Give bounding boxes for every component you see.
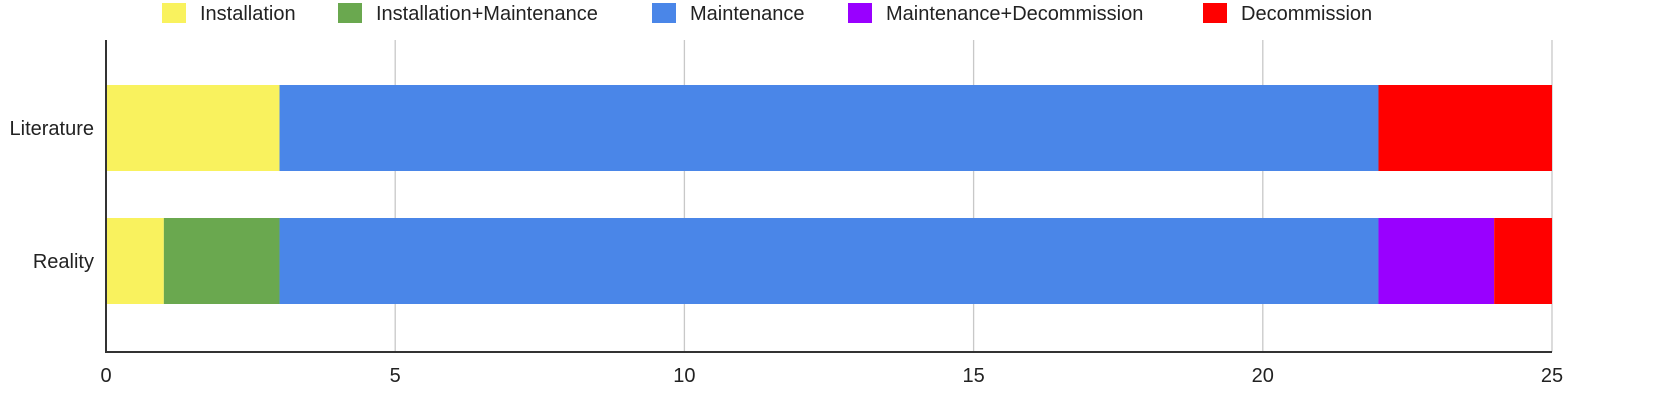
y-category-label: Literature bbox=[10, 118, 95, 140]
bar-segment bbox=[106, 218, 164, 304]
legend-label: Maintenance+Decommission bbox=[886, 3, 1143, 25]
bar-segment bbox=[279, 218, 1379, 304]
bar-segment bbox=[1378, 218, 1495, 304]
x-tick-label: 10 bbox=[673, 365, 695, 387]
legend-swatch bbox=[1203, 3, 1227, 23]
x-tick-labels: 0 5 10 15 20 25 bbox=[100, 365, 1563, 387]
bar-segment bbox=[1494, 218, 1552, 304]
bars bbox=[106, 85, 1552, 304]
legend-swatch bbox=[848, 3, 872, 23]
bar-segment bbox=[163, 218, 280, 304]
x-tick-label: 5 bbox=[390, 365, 401, 387]
bar-segment bbox=[279, 85, 1379, 171]
legend-swatch bbox=[652, 3, 676, 23]
legend-swatch bbox=[162, 3, 186, 23]
legend-swatch bbox=[338, 3, 362, 23]
legend-label: Installation bbox=[200, 3, 296, 25]
legend-label: Maintenance bbox=[690, 3, 805, 25]
bar-segment bbox=[106, 85, 280, 171]
legend: Installation Installation+Maintenance Main… bbox=[162, 3, 1372, 25]
x-tick-label: 25 bbox=[1541, 365, 1563, 387]
y-category-label: Reality bbox=[33, 251, 94, 273]
x-tick-label: 0 bbox=[100, 365, 111, 387]
axes bbox=[105, 40, 1552, 353]
legend-label: Decommission bbox=[1241, 3, 1372, 25]
y-category-labels: Literature Reality bbox=[10, 118, 95, 273]
x-tick-label: 15 bbox=[962, 365, 984, 387]
bar-segment bbox=[1378, 85, 1552, 171]
legend-label: Installation+Maintenance bbox=[376, 3, 598, 25]
x-tick-label: 20 bbox=[1252, 365, 1274, 387]
